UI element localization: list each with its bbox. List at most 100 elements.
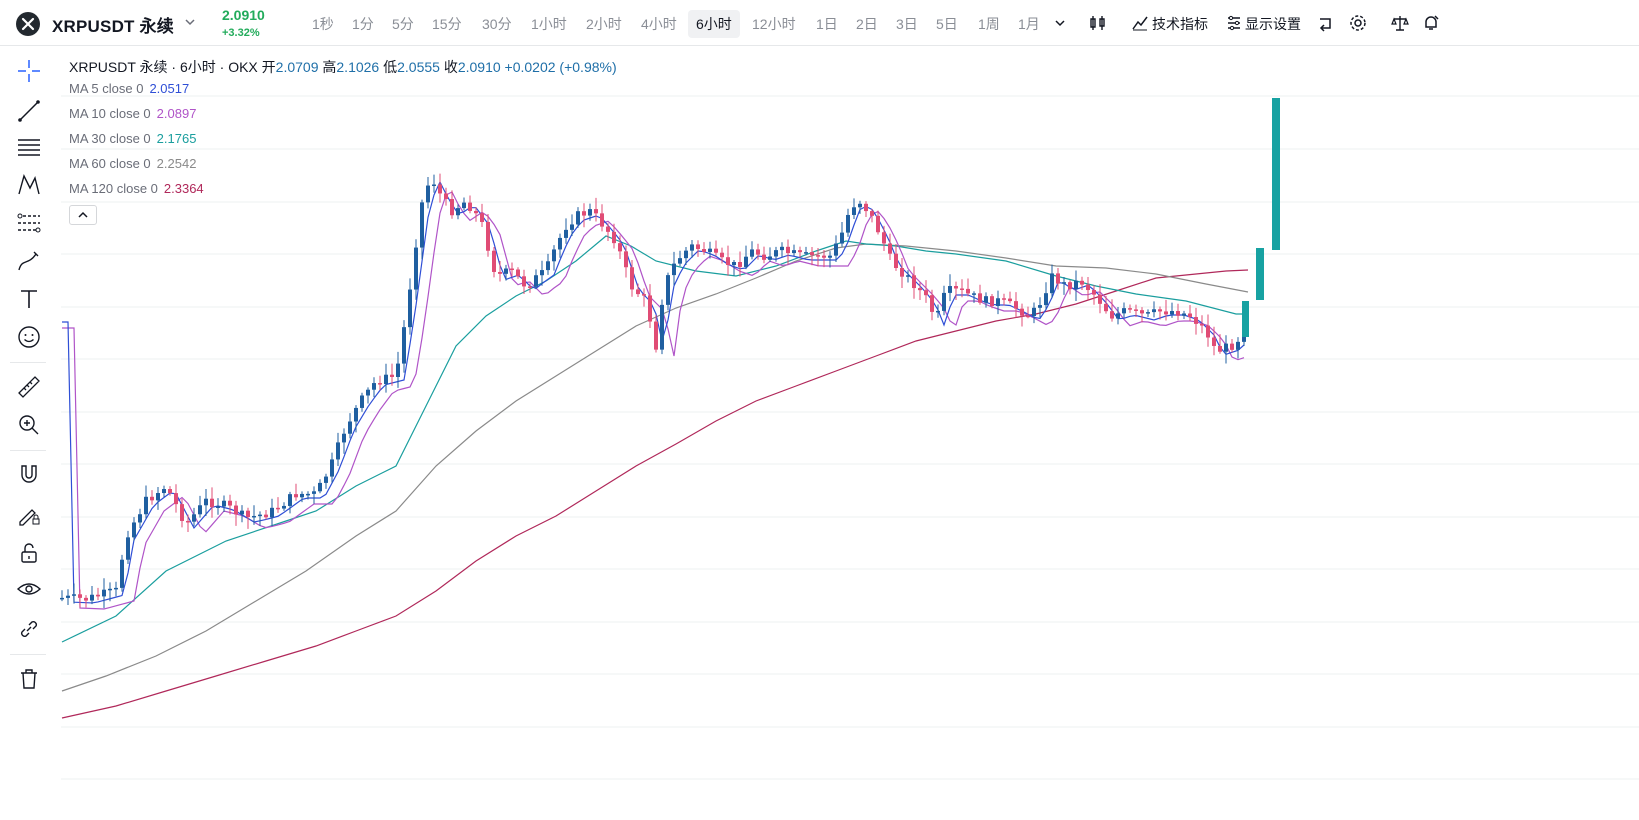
- candle-body: [570, 224, 574, 230]
- ruler-icon[interactable]: [16, 374, 42, 400]
- unlock-icon[interactable]: [16, 540, 42, 566]
- timeframe-button[interactable]: 12小时: [752, 16, 796, 32]
- candle-body: [1158, 309, 1162, 312]
- candle-body: [708, 248, 712, 252]
- candle-body: [792, 250, 796, 254]
- timeframe-button[interactable]: 5日: [936, 16, 958, 32]
- timeframe-button[interactable]: 5分: [392, 16, 414, 32]
- collapse-legend-button[interactable]: [69, 205, 97, 225]
- ma-legend-row[interactable]: MA 60 close 0 2.2542: [69, 156, 196, 171]
- candle-body: [942, 292, 946, 311]
- candle-body: [810, 252, 814, 256]
- display-settings-icon[interactable]: [1224, 13, 1244, 33]
- candle-body: [162, 489, 166, 494]
- ma-legend-row[interactable]: MA 5 close 0 2.0517: [69, 81, 189, 96]
- trend-line-icon[interactable]: [16, 98, 42, 124]
- candle-body: [618, 243, 622, 252]
- candle-body: [834, 243, 838, 256]
- candle-body: [486, 221, 490, 251]
- candle-body: [1146, 312, 1150, 314]
- chart-type-candles-icon[interactable]: [1088, 13, 1108, 33]
- candle-body: [594, 209, 598, 214]
- eye-icon[interactable]: [16, 576, 42, 602]
- fib-retracement-icon[interactable]: [16, 210, 42, 236]
- candle-body: [126, 537, 130, 560]
- compare-scale-icon[interactable]: [1390, 13, 1410, 33]
- ma-legend-row[interactable]: MA 10 close 0 2.0897: [69, 106, 196, 121]
- display-settings-button[interactable]: 显示设置: [1245, 16, 1301, 32]
- timeframe-button[interactable]: 30分: [482, 16, 512, 32]
- candle-body: [384, 374, 388, 385]
- candle-body: [342, 433, 346, 443]
- candle-body: [984, 296, 988, 303]
- timeframe-button[interactable]: 1分: [352, 16, 374, 32]
- lock-drawing-icon[interactable]: [16, 502, 42, 528]
- more-timeframes-chevron-icon[interactable]: [1050, 13, 1070, 33]
- brush-icon[interactable]: [16, 248, 42, 274]
- horizontal-lines-icon[interactable]: [16, 134, 42, 160]
- replay-icon[interactable]: [1316, 13, 1336, 33]
- timeframe-button[interactable]: 2日: [856, 16, 878, 32]
- pattern-icon[interactable]: [16, 172, 42, 198]
- candle-body: [888, 243, 892, 254]
- chevron-down-icon[interactable]: [183, 15, 197, 29]
- candle-body: [1068, 282, 1072, 290]
- timeframe-button[interactable]: 1日: [816, 16, 838, 32]
- timeframe-button[interactable]: 4小时: [641, 16, 677, 32]
- text-icon[interactable]: [16, 286, 42, 312]
- gear-icon[interactable]: [1348, 13, 1368, 33]
- timeframe-button[interactable]: 1周: [978, 16, 1000, 32]
- candle-body: [1176, 311, 1180, 316]
- crosshair-icon[interactable]: [16, 58, 42, 84]
- zoom-in-icon[interactable]: [16, 412, 42, 438]
- candle-body: [474, 210, 478, 214]
- candle-body: [606, 226, 610, 232]
- candle-body: [714, 248, 718, 253]
- candle-body: [504, 268, 508, 274]
- timeframe-button[interactable]: 3日: [896, 16, 918, 32]
- timeframe-button[interactable]: 1秒: [312, 16, 334, 32]
- candle-body: [204, 498, 208, 506]
- trash-icon[interactable]: [16, 666, 42, 692]
- candle-body: [90, 594, 94, 601]
- candle-body: [996, 298, 1000, 306]
- price-chart[interactable]: [56, 46, 1639, 820]
- alert-bell-icon[interactable]: [1421, 13, 1441, 33]
- ma5-line: [62, 180, 1245, 604]
- chevron-up-icon: [78, 211, 88, 218]
- candle-body: [666, 275, 670, 305]
- candle-body: [1062, 282, 1066, 284]
- open-label: 开: [261, 59, 276, 75]
- candle-body: [414, 247, 418, 290]
- timeframe-button[interactable]: 2小时: [586, 16, 622, 32]
- ma-label: MA 10 close 0: [69, 106, 151, 121]
- candle-body: [540, 270, 544, 276]
- candle-body: [528, 286, 532, 288]
- candle-body: [870, 211, 874, 216]
- indicators-icon[interactable]: [1130, 13, 1150, 33]
- symbol-name[interactable]: XRPUSDT 永续: [52, 17, 174, 36]
- candle-body: [954, 286, 958, 289]
- ma-legend-row[interactable]: MA 120 close 0 2.3364: [69, 181, 204, 196]
- candle-body: [1206, 325, 1210, 338]
- timeframe-button[interactable]: 15分: [432, 16, 462, 32]
- candle-body: [516, 269, 520, 277]
- candle-body: [1164, 311, 1168, 315]
- candle-body: [402, 327, 406, 364]
- timeframe-button[interactable]: 6小时: [688, 10, 740, 38]
- drawing-toolbar: [0, 46, 56, 820]
- magnet-icon[interactable]: [16, 462, 42, 488]
- candle-body: [552, 249, 556, 262]
- candle-body: [978, 293, 982, 303]
- candle-body: [186, 520, 190, 523]
- indicators-button[interactable]: 技术指标: [1152, 16, 1208, 32]
- link-icon[interactable]: [16, 616, 42, 642]
- candle-body: [780, 246, 784, 251]
- emoji-icon[interactable]: [16, 324, 42, 350]
- timeframe-button[interactable]: 1小时: [531, 16, 567, 32]
- candle-body: [936, 310, 940, 313]
- candle-body: [1182, 313, 1186, 316]
- candle-body: [450, 199, 454, 216]
- ma-legend-row[interactable]: MA 30 close 0 2.1765: [69, 131, 196, 146]
- timeframe-button[interactable]: 1月: [1018, 16, 1040, 32]
